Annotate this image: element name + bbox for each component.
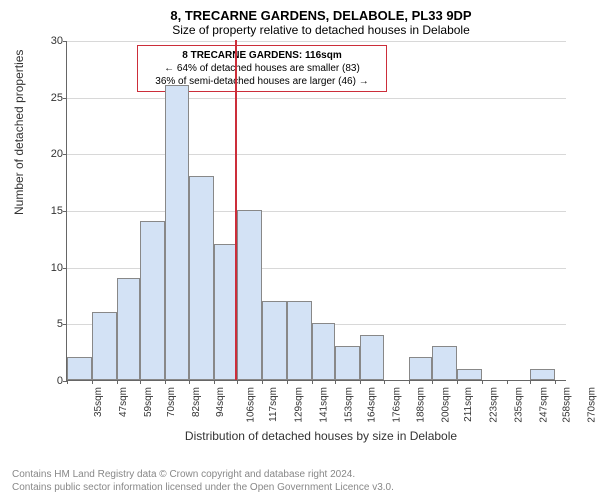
histogram-bar [117, 278, 140, 380]
annotation-line-2: ← 64% of detached houses are smaller (83… [144, 62, 380, 75]
x-tick-mark [214, 380, 215, 384]
histogram-bar [165, 85, 190, 380]
footer-line-1: Contains HM Land Registry data © Crown c… [12, 468, 394, 481]
y-tick-mark [63, 268, 67, 269]
histogram-bar [335, 346, 360, 380]
x-tick-label: 188sqm [416, 387, 427, 423]
y-tick-label: 5 [39, 318, 63, 330]
x-tick-mark [140, 380, 141, 384]
x-tick-label: 35sqm [93, 387, 104, 417]
x-tick-label: 235sqm [514, 387, 525, 423]
x-tick-label: 164sqm [366, 387, 377, 423]
x-tick-label: 270sqm [586, 387, 597, 423]
gridline [67, 98, 566, 99]
y-tick-label: 25 [39, 92, 63, 104]
histogram-bar [360, 335, 385, 380]
y-tick-label: 15 [39, 205, 63, 217]
y-tick-mark [63, 154, 67, 155]
x-tick-mark [482, 380, 483, 384]
x-tick-label: 153sqm [343, 387, 354, 423]
x-tick-mark [287, 380, 288, 384]
property-marker-line [235, 40, 237, 380]
gridline [67, 154, 566, 155]
x-tick-label: 70sqm [166, 387, 177, 417]
x-tick-label: 59sqm [143, 387, 154, 417]
y-tick-mark [63, 41, 67, 42]
histogram-bar [92, 312, 117, 380]
gridline [67, 211, 566, 212]
footer-line-2: Contains public sector information licen… [12, 481, 394, 494]
histogram-bar [189, 176, 214, 380]
histogram-bar [262, 301, 287, 380]
x-tick-mark [335, 380, 336, 384]
histogram-bar [67, 357, 92, 380]
chart-title-sub: Size of property relative to detached ho… [60, 23, 582, 37]
histogram-bar [140, 221, 165, 380]
y-tick-label: 30 [39, 35, 63, 47]
y-tick-mark [63, 324, 67, 325]
x-tick-label: 117sqm [268, 387, 279, 422]
x-tick-mark [507, 380, 508, 384]
x-tick-label: 223sqm [489, 387, 500, 423]
x-tick-label: 176sqm [391, 387, 402, 423]
x-tick-mark [189, 380, 190, 384]
y-tick-label: 20 [39, 148, 63, 160]
chart-container: 8, TRECARNE GARDENS, DELABOLE, PL33 9DP … [60, 8, 582, 438]
annotation-line-1: 8 TRECARNE GARDENS: 116sqm [144, 49, 380, 62]
x-tick-label: 141sqm [318, 387, 329, 423]
x-tick-label: 211sqm [463, 387, 474, 422]
x-tick-mark [165, 380, 166, 384]
x-axis-label: Distribution of detached houses by size … [60, 429, 582, 443]
x-tick-mark [409, 380, 410, 384]
x-tick-mark [312, 380, 313, 384]
gridline [67, 41, 566, 42]
x-tick-label: 258sqm [561, 387, 572, 423]
histogram-bar [409, 357, 432, 380]
x-tick-label: 94sqm [215, 387, 226, 417]
histogram-bar [432, 346, 457, 380]
x-tick-label: 82sqm [191, 387, 202, 417]
histogram-bar [312, 323, 335, 380]
y-axis-label: Number of detached properties [12, 50, 26, 215]
x-tick-mark [92, 380, 93, 384]
y-tick-label: 0 [39, 375, 63, 387]
x-tick-label: 200sqm [441, 387, 452, 423]
x-tick-mark [262, 380, 263, 384]
x-tick-mark [432, 380, 433, 384]
footer-attribution: Contains HM Land Registry data © Crown c… [12, 468, 394, 494]
histogram-bar [214, 244, 237, 380]
x-tick-mark [530, 380, 531, 384]
x-tick-label: 106sqm [246, 387, 257, 423]
x-tick-label: 129sqm [294, 387, 305, 423]
y-tick-mark [63, 211, 67, 212]
y-tick-label: 10 [39, 262, 63, 274]
histogram-bar [237, 210, 262, 380]
plot-area: 8 TRECARNE GARDENS: 116sqm ← 64% of deta… [66, 41, 566, 381]
x-tick-mark [555, 380, 556, 384]
x-tick-mark [360, 380, 361, 384]
histogram-bar [287, 301, 312, 380]
x-tick-mark [457, 380, 458, 384]
histogram-bar [457, 369, 482, 380]
x-tick-mark [117, 380, 118, 384]
y-tick-mark [63, 98, 67, 99]
x-tick-label: 47sqm [118, 387, 129, 417]
x-tick-label: 247sqm [538, 387, 549, 423]
x-tick-mark [67, 380, 68, 384]
histogram-bar [530, 369, 555, 380]
chart-title-main: 8, TRECARNE GARDENS, DELABOLE, PL33 9DP [60, 8, 582, 23]
x-tick-mark [237, 380, 238, 384]
x-tick-mark [384, 380, 385, 384]
